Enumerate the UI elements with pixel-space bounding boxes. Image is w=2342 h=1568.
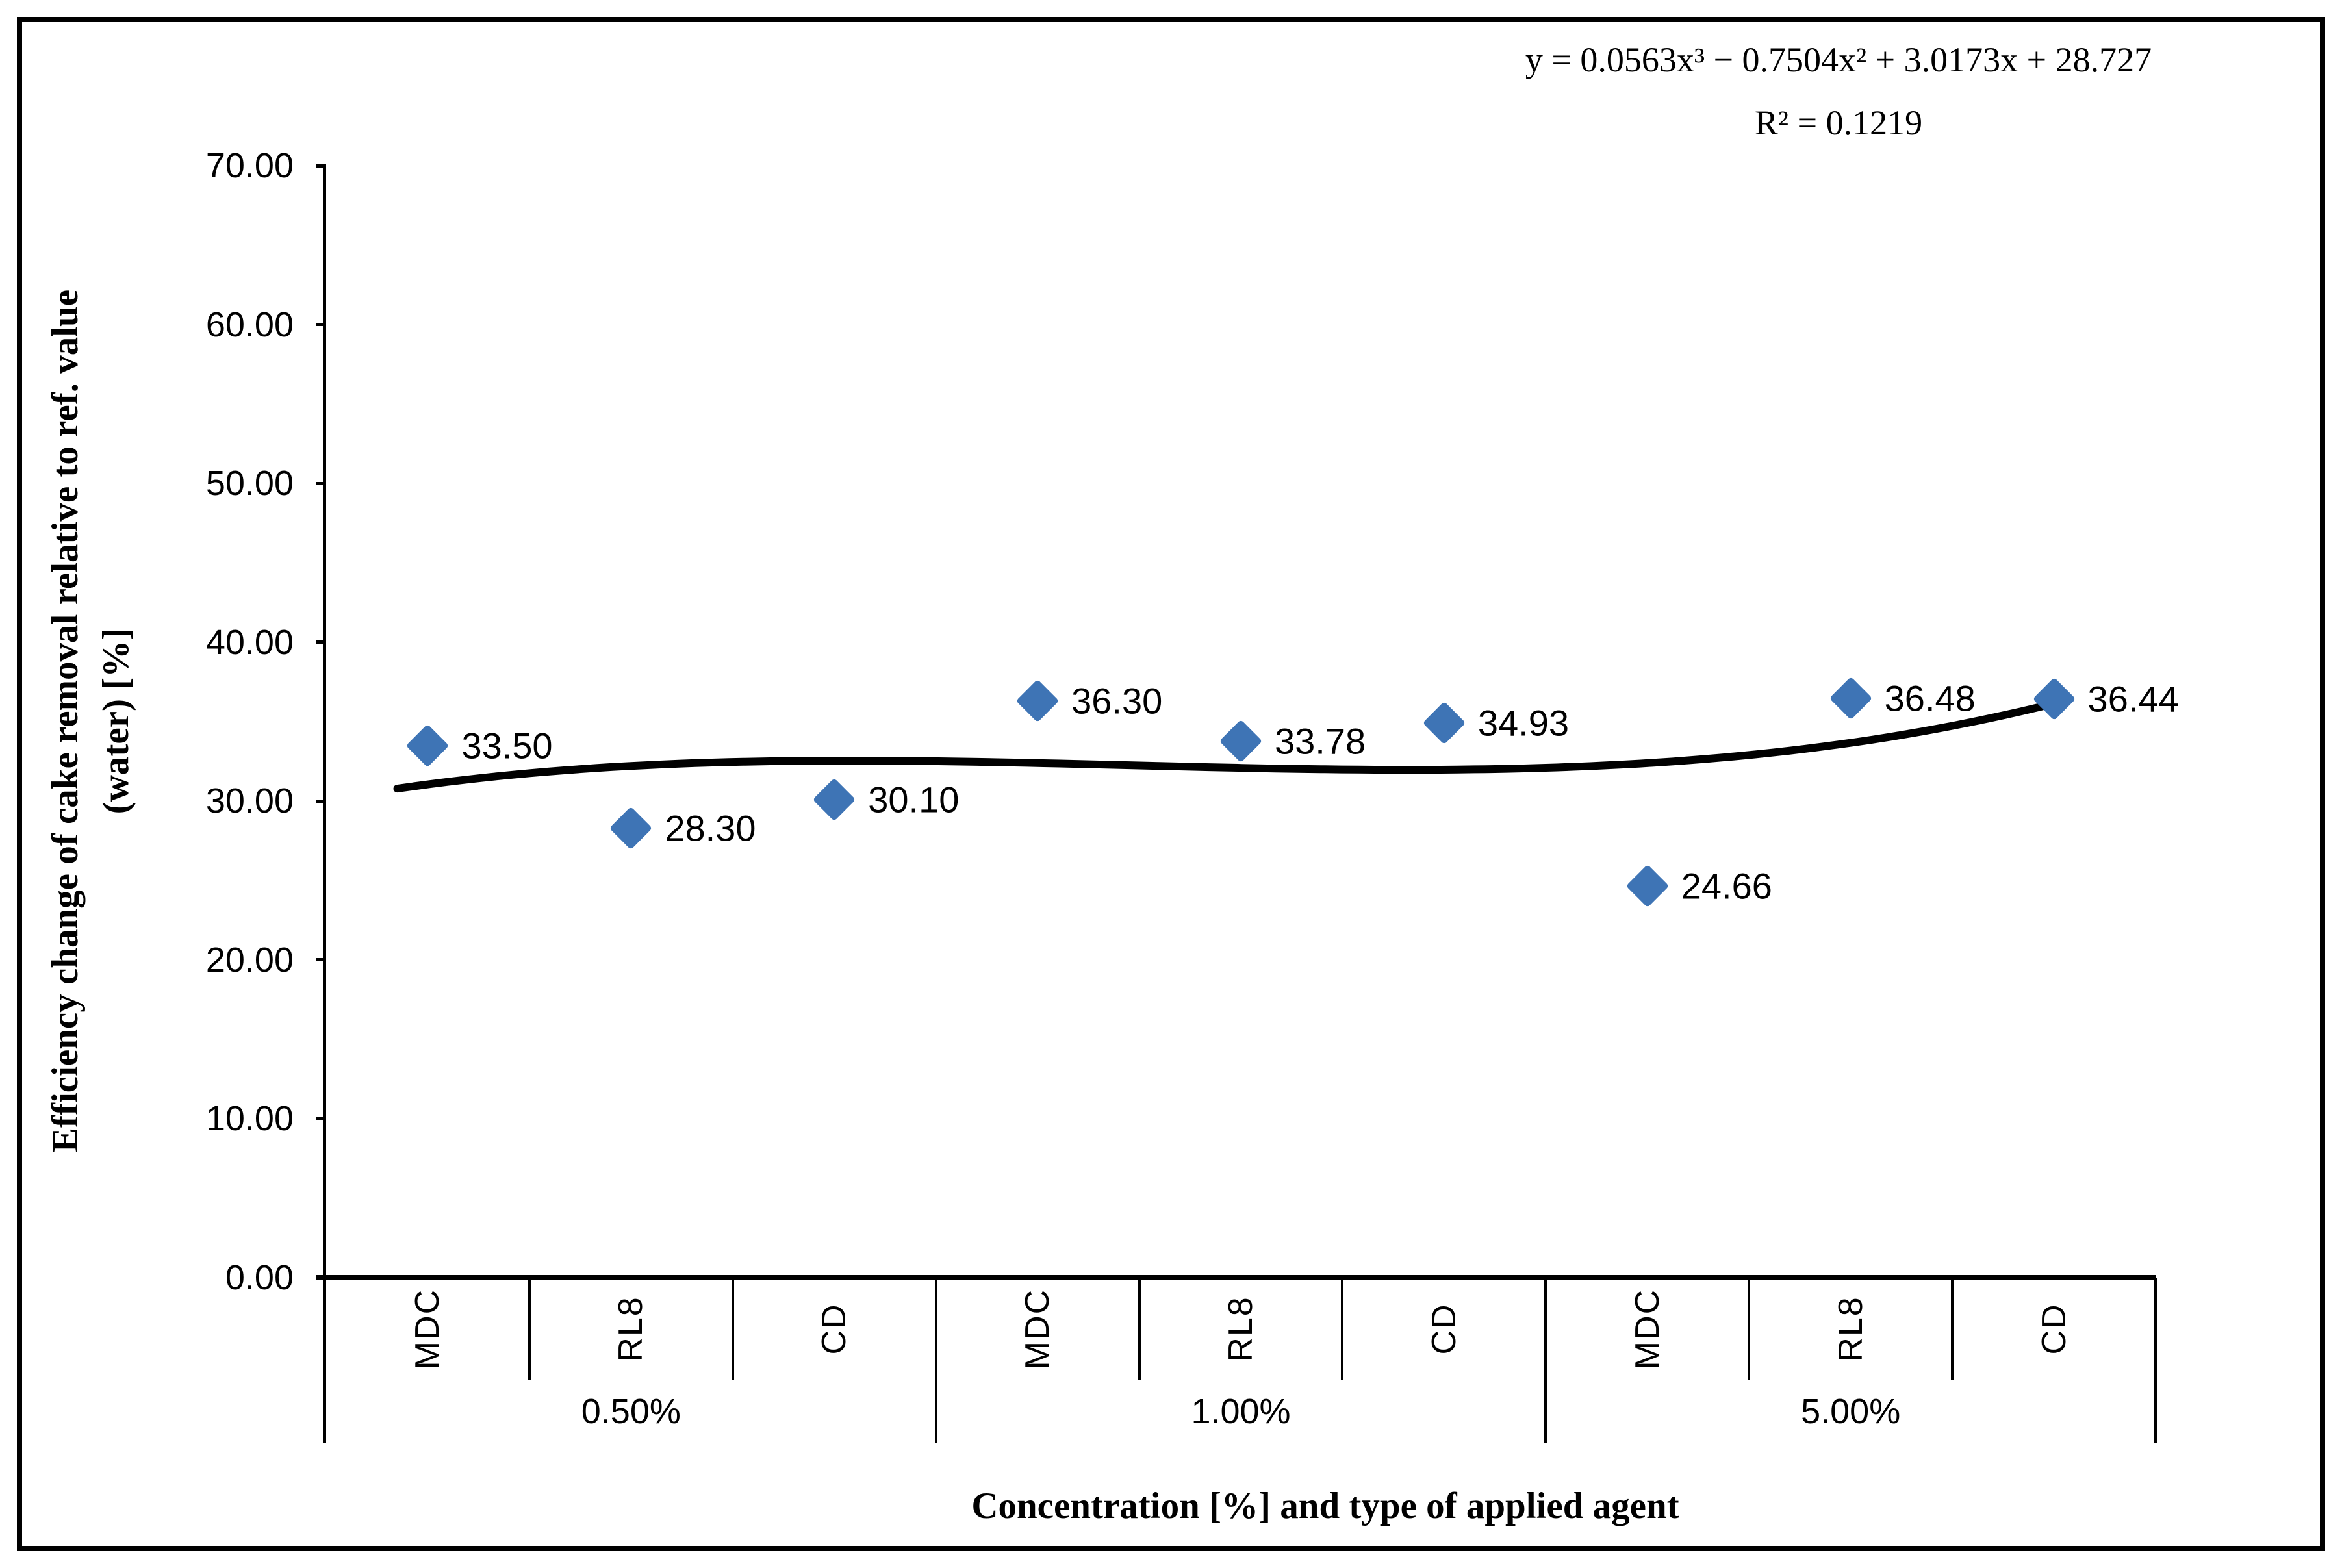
data-point-label: 28.30 bbox=[665, 807, 756, 849]
y-tick-mark bbox=[316, 958, 326, 962]
group-label-concentration: 1.00% bbox=[1191, 1392, 1291, 1431]
cell-separator-line bbox=[731, 1278, 734, 1380]
cell-separator-line bbox=[1138, 1278, 1141, 1380]
y-tick-label: 40.00 bbox=[205, 622, 294, 662]
y-tick-label: 20.00 bbox=[205, 940, 294, 980]
cell-separator-line bbox=[1748, 1278, 1751, 1380]
category-label-cd: CD bbox=[2035, 1302, 2073, 1355]
cell-separator-line bbox=[528, 1278, 531, 1380]
category-label-mdc: MDC bbox=[409, 1288, 447, 1369]
data-point-label: 36.30 bbox=[1071, 680, 1163, 722]
y-tick-mark bbox=[316, 164, 326, 168]
group-label-concentration: 0.50% bbox=[581, 1392, 681, 1431]
group-separator-line bbox=[2154, 1278, 2157, 1443]
category-label-rl8: RL8 bbox=[1831, 1295, 1870, 1362]
data-point-label: 34.93 bbox=[1477, 702, 1570, 744]
y-tick-mark bbox=[316, 799, 326, 803]
data-point-label: 24.66 bbox=[1681, 865, 1772, 907]
data-point-label: 33.50 bbox=[461, 725, 553, 766]
category-label-cd: CD bbox=[815, 1302, 854, 1355]
group-label-concentration: 5.00% bbox=[1801, 1392, 1901, 1431]
y-tick-label: 50.00 bbox=[205, 464, 294, 503]
x-axis-title: Concentration [%] and type of applied ag… bbox=[971, 1486, 1679, 1526]
y-tick-mark bbox=[316, 1117, 326, 1120]
data-point-label: 36.44 bbox=[2087, 678, 2179, 720]
y-tick-mark bbox=[316, 481, 326, 485]
y-tick-label: 30.00 bbox=[205, 781, 294, 821]
trendline-path bbox=[393, 700, 2058, 793]
category-label-mdc: MDC bbox=[1628, 1288, 1666, 1369]
y-tick-label: 0.00 bbox=[225, 1258, 294, 1297]
chart-frame bbox=[17, 17, 2325, 1551]
y-axis-line bbox=[323, 166, 326, 1443]
y-tick-mark bbox=[316, 323, 326, 327]
cell-separator-line bbox=[1341, 1278, 1344, 1380]
category-label-rl8: RL8 bbox=[1222, 1295, 1260, 1362]
y-tick-label: 10.00 bbox=[205, 1099, 294, 1139]
y-tick-label: 70.00 bbox=[205, 146, 294, 185]
y-tick-mark bbox=[316, 640, 326, 644]
group-separator-line bbox=[1544, 1278, 1547, 1443]
trendline-equation: y = 0.0563x³ − 0.7504x² + 3.0173x + 28.7… bbox=[1525, 40, 2152, 79]
y-tick-label: 60.00 bbox=[205, 305, 294, 344]
category-label-mdc: MDC bbox=[1019, 1288, 1057, 1369]
cell-separator-line bbox=[1951, 1278, 1954, 1380]
data-point-label: 33.78 bbox=[1275, 720, 1366, 762]
data-point-label: 30.10 bbox=[868, 779, 960, 820]
group-separator-line bbox=[934, 1278, 937, 1443]
data-point-label: 36.48 bbox=[1884, 677, 1976, 719]
category-label-cd: CD bbox=[1425, 1302, 1463, 1355]
trendline-equation-block: y = 0.0563x³ − 0.7504x² + 3.0173x + 28.7… bbox=[1449, 29, 2228, 155]
category-label-rl8: RL8 bbox=[612, 1295, 650, 1362]
x-axis-line bbox=[316, 1275, 2156, 1280]
trendline-r-squared: R² = 0.1219 bbox=[1754, 103, 1923, 142]
